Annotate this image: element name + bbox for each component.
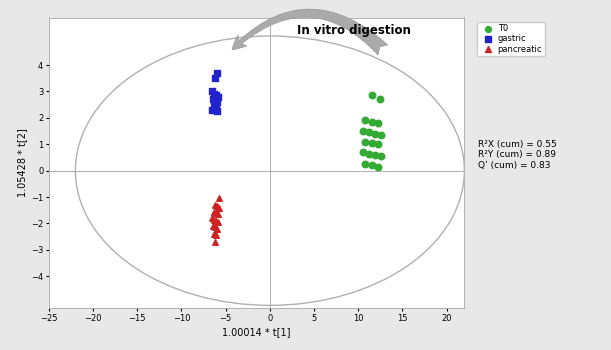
Point <box>367 119 376 125</box>
Point <box>376 97 386 102</box>
Point <box>210 225 220 230</box>
Point <box>208 89 218 94</box>
Point <box>211 210 221 216</box>
Point <box>214 205 224 210</box>
Y-axis label: 1.05428 * t[2]: 1.05428 * t[2] <box>16 128 27 197</box>
Point <box>212 99 222 105</box>
Point <box>212 203 222 209</box>
Point <box>376 153 386 159</box>
Point <box>373 120 382 126</box>
Point <box>211 93 221 98</box>
Point <box>373 164 382 169</box>
Point <box>360 139 370 145</box>
Point <box>367 140 376 146</box>
Text: In vitro digestion: In vitro digestion <box>297 24 411 37</box>
Point <box>210 231 219 237</box>
Point <box>210 202 220 208</box>
Point <box>208 223 218 229</box>
Point <box>370 152 380 158</box>
Text: R²X (cum) = 0.55
R²Y (cum) = 0.89
Q’ (cum) = 0.83: R²X (cum) = 0.55 R²Y (cum) = 0.89 Q’ (cu… <box>478 140 557 170</box>
Ellipse shape <box>75 36 464 305</box>
Point <box>360 118 370 123</box>
Point <box>364 130 374 135</box>
X-axis label: 1.00014 * t[1]: 1.00014 * t[1] <box>222 327 291 337</box>
Point <box>210 102 219 107</box>
Point <box>212 226 222 232</box>
Point <box>208 215 218 221</box>
Point <box>211 218 221 224</box>
Point <box>210 98 220 104</box>
Point <box>376 132 386 138</box>
Point <box>212 70 222 76</box>
Point <box>360 161 370 167</box>
Point <box>373 141 382 147</box>
Point <box>358 149 368 155</box>
Point <box>208 107 218 113</box>
Point <box>213 211 222 217</box>
Point <box>208 97 218 102</box>
Point <box>210 91 219 97</box>
Point <box>367 93 376 98</box>
Point <box>211 103 221 109</box>
Point <box>213 94 222 99</box>
Point <box>213 219 222 225</box>
Point <box>210 217 219 222</box>
Legend: T0, gastric, pancreatic: T0, gastric, pancreatic <box>477 22 544 56</box>
Point <box>367 163 376 168</box>
Point <box>358 128 368 134</box>
Point <box>370 131 380 136</box>
Point <box>211 232 221 238</box>
Point <box>364 151 374 156</box>
Point <box>210 209 219 215</box>
Point <box>214 196 224 201</box>
Point <box>212 108 222 114</box>
Point <box>210 76 220 81</box>
Point <box>210 239 220 245</box>
